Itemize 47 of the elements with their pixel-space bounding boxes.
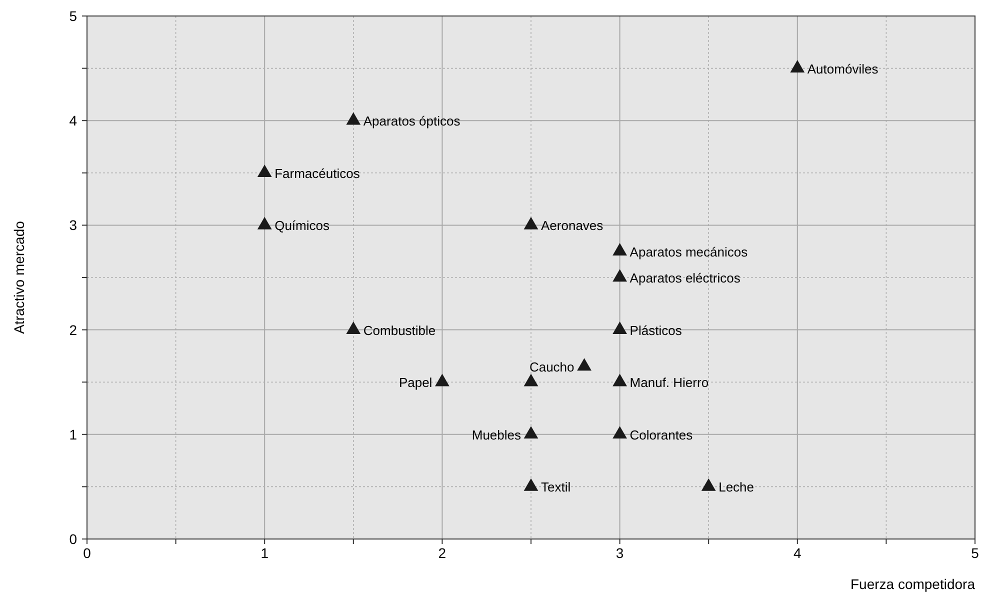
- point: [524, 216, 538, 230]
- point: [346, 321, 361, 334]
- annotation: Aparatos ópticos: [363, 114, 461, 129]
- point: [257, 164, 272, 178]
- point: [577, 358, 592, 371]
- y-tick-label: 5: [69, 8, 78, 24]
- annotation: Caucho: [529, 359, 574, 374]
- annotation: Manuf. Hierro: [630, 375, 709, 390]
- point: [612, 243, 628, 256]
- point: [612, 426, 628, 439]
- point: [346, 112, 361, 125]
- annotation: Colorantes: [630, 427, 694, 442]
- annotation: Farmacéuticos: [274, 166, 360, 181]
- x-axis-title: Fuerza competidora: [850, 576, 976, 592]
- point: [612, 269, 628, 282]
- annotation: Automóviles: [807, 61, 879, 76]
- x-tick-label: 3: [616, 545, 624, 561]
- x-tick-label: 2: [438, 545, 446, 561]
- x-tick-label: 4: [794, 545, 802, 561]
- y-tick-label: 2: [69, 322, 78, 338]
- annotation: Aeronaves: [541, 218, 604, 234]
- point: [524, 374, 538, 386]
- point: [524, 478, 538, 491]
- y-tick-label: 1: [69, 426, 78, 442]
- y-tick-label: 4: [69, 112, 78, 129]
- annotation: Químicos: [274, 218, 330, 234]
- point: [790, 60, 805, 72]
- point: [434, 374, 450, 386]
- annotation: Plásticos: [630, 322, 682, 338]
- annotation: Aparatos eléctricos: [630, 270, 741, 286]
- x-tick-label: 0: [83, 545, 92, 561]
- annotation: Aparatos mecánicos: [630, 244, 748, 260]
- annotation: Combustible: [363, 322, 436, 338]
- point: [612, 321, 628, 334]
- point: [701, 478, 716, 491]
- y-tick-label: 3: [69, 217, 78, 234]
- y-axis-title: Atractivo mercado: [11, 220, 27, 334]
- y-tick-label: 0: [69, 531, 78, 547]
- x-tick-label: 1: [260, 545, 269, 561]
- point: [612, 374, 628, 386]
- annotation: Textil: [541, 480, 571, 495]
- annotation: Papel: [398, 375, 432, 390]
- annotation: Leche: [718, 480, 754, 495]
- point: [257, 216, 272, 230]
- x-tick-label: 5: [971, 545, 980, 561]
- annotation: Muebles: [472, 427, 522, 442]
- point: [524, 426, 538, 439]
